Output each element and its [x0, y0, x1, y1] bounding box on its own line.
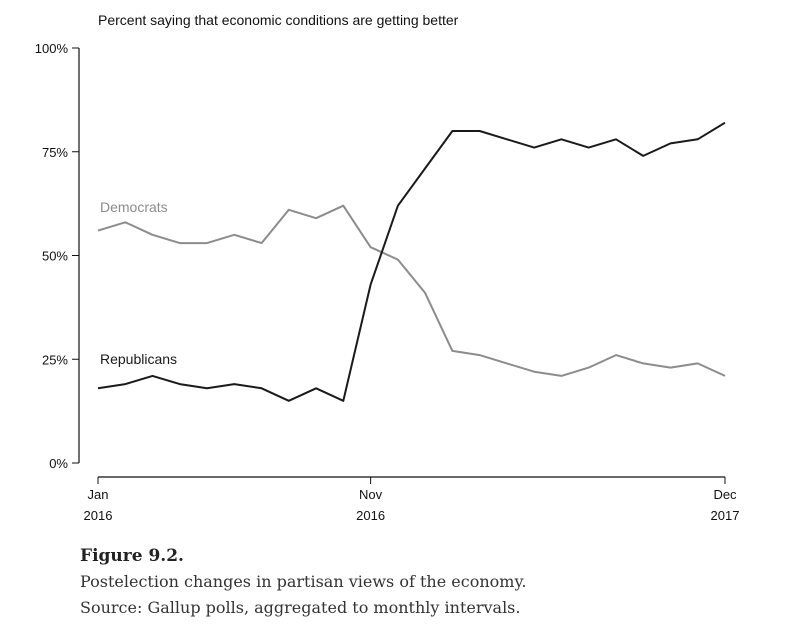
x-tick-label: 2017 — [711, 508, 740, 523]
line-chart: Percent saying that economic conditions … — [35, 12, 740, 523]
figure-description: Postelection changes in partisan views o… — [80, 572, 527, 591]
x-tick-label: 2016 — [84, 508, 113, 523]
series-line-republicans — [97, 121, 726, 402]
series-line-democrats — [97, 204, 726, 377]
y-tick-label: 0% — [49, 456, 68, 471]
y-tick-label: 25% — [42, 352, 68, 367]
series-label-republicans: Republicans — [100, 351, 177, 367]
x-tick-label: 2016 — [356, 508, 385, 523]
y-tick-label: 75% — [42, 145, 68, 160]
figure-source: Source: Gallup polls, aggregated to mont… — [80, 598, 521, 617]
x-tick-label: Nov — [359, 487, 383, 502]
y-tick-label: 50% — [42, 249, 68, 264]
series-label-democrats: Democrats — [100, 199, 168, 215]
x-tick-label: Dec — [713, 487, 737, 502]
figure-label: Figure 9.2. — [80, 546, 184, 566]
x-tick-label: Jan — [88, 487, 109, 502]
y-tick-label: 100% — [35, 41, 69, 56]
chart-title: Percent saying that economic conditions … — [98, 12, 459, 28]
